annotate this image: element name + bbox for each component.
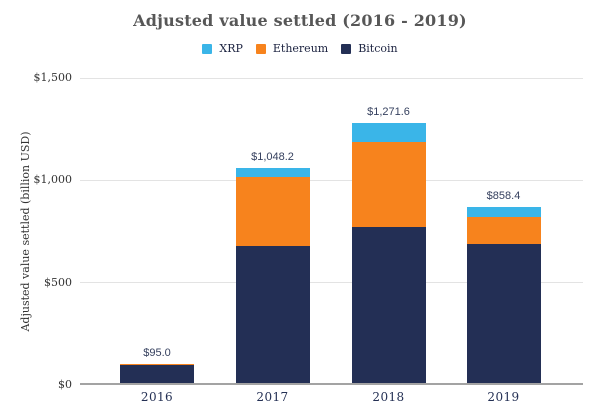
bar-segment-ethereum-2017 xyxy=(235,177,310,246)
x-category-label: 2017 xyxy=(256,390,289,404)
legend-swatch-ethereum xyxy=(255,43,266,54)
legend-label: Ethereum xyxy=(272,42,329,55)
legend: XRP Ethereum Bitcoin xyxy=(0,42,600,55)
legend-swatch-bitcoin xyxy=(341,43,352,54)
x-category-label: 2018 xyxy=(372,390,405,404)
bar-total-label: $1,271.6 xyxy=(367,105,410,118)
legend-item-xrp: XRP xyxy=(202,42,243,55)
gridline xyxy=(80,179,583,181)
legend-item-ethereum: Ethereum xyxy=(255,42,329,55)
bar-segment-bitcoin-2016 xyxy=(120,364,194,383)
bar-segment-ethereum-2016 xyxy=(120,363,194,365)
bar-total-label: $1,048.2 xyxy=(251,151,294,164)
bar-total-label: $858.4 xyxy=(486,190,521,203)
gridline xyxy=(80,77,583,79)
bar-total-label: $95.0 xyxy=(143,346,171,359)
bar-group-2017: $1,048.2 2017 xyxy=(235,151,310,404)
bar-segment-xrp-2019 xyxy=(466,207,541,218)
plot-area: $0 $500 $1,000 $1,500 $95.0 2016 $1,048.2 2017 $… xyxy=(34,71,583,404)
bar-segment-ethereum-2019 xyxy=(466,217,541,245)
bar-segment-bitcoin-2019 xyxy=(466,244,541,383)
bar-segment-bitcoin-2018 xyxy=(351,227,426,383)
gridline xyxy=(80,282,583,284)
x-category-label: 2019 xyxy=(487,390,520,404)
x-category-label: 2016 xyxy=(140,390,174,404)
chart-title: Adjusted value settled (2016 - 2019) xyxy=(133,11,467,30)
y-tick-label: $500 xyxy=(44,275,72,289)
y-tick-label: $0 xyxy=(58,378,72,391)
bar-segment-xrp-2018 xyxy=(351,122,426,142)
bar-group-2016: $95.0 2016 xyxy=(120,347,194,404)
bar-group-2019: $858.4 2019 xyxy=(466,190,541,404)
y-tick-label: $1,000 xyxy=(33,173,73,187)
legend-swatch-xrp xyxy=(202,43,213,54)
legend-item-bitcoin: Bitcoin xyxy=(341,42,398,55)
y-tick-label: $1,500 xyxy=(33,71,73,84)
bar-segment-xrp-2017 xyxy=(235,168,310,178)
bar-segment-bitcoin-2017 xyxy=(235,245,310,383)
bar-group-2018: $1,271.6 2018 xyxy=(351,106,426,404)
bar-segment-ethereum-2018 xyxy=(351,141,426,228)
legend-label: Bitcoin xyxy=(358,42,398,55)
legend-label: XRP xyxy=(219,42,243,55)
y-axis-title: Adjusted value settled (billion USD) xyxy=(19,131,32,332)
